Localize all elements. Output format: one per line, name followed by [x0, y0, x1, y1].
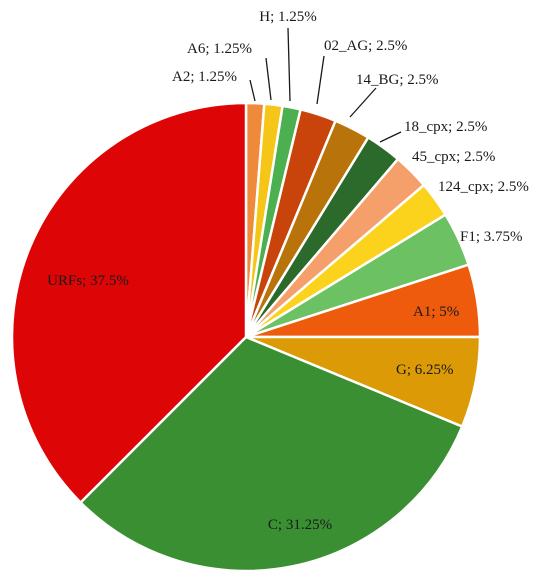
data-label-124-cpx: 124_cpx; 2.5% — [438, 179, 529, 195]
leader-line-18-cpx — [379, 131, 402, 143]
data-label-g: G; 6.25% — [396, 362, 454, 378]
data-label-h: H; 1.25% — [259, 9, 317, 25]
data-label-f1: F1; 3.75% — [460, 229, 523, 245]
data-label-a1: A1; 5% — [413, 304, 459, 320]
leader-line-14-bg — [349, 87, 377, 118]
data-label-urfs: URFs; 37.5% — [47, 273, 129, 289]
pie-slices — [10, 101, 482, 573]
pie-slice-urfs — [10, 101, 248, 505]
pie-slice-c — [78, 335, 464, 573]
data-label-14-bg: 14_BG; 2.5% — [356, 72, 439, 88]
leader-line-02-ag — [316, 55, 325, 105]
data-label-a6: A6; 1.25% — [187, 41, 252, 57]
data-label-18-cpx: 18_cpx; 2.5% — [404, 119, 487, 135]
data-label-c: C; 31.25% — [268, 517, 332, 533]
data-label-a2: A2; 1.25% — [172, 69, 237, 85]
leader-line-a2 — [249, 79, 256, 102]
leader-line-a6 — [265, 57, 272, 101]
data-labels: A2; 1.25% A6; 1.25% H; 1.25% 02_AG; 2.5% 14_… — [47, 9, 529, 533]
leader-lines — [249, 27, 402, 143]
data-label-45-cpx: 45_cpx; 2.5% — [412, 149, 495, 165]
leader-line-h — [287, 27, 291, 102]
data-label-02-ag: 02_AG; 2.5% — [324, 38, 407, 54]
